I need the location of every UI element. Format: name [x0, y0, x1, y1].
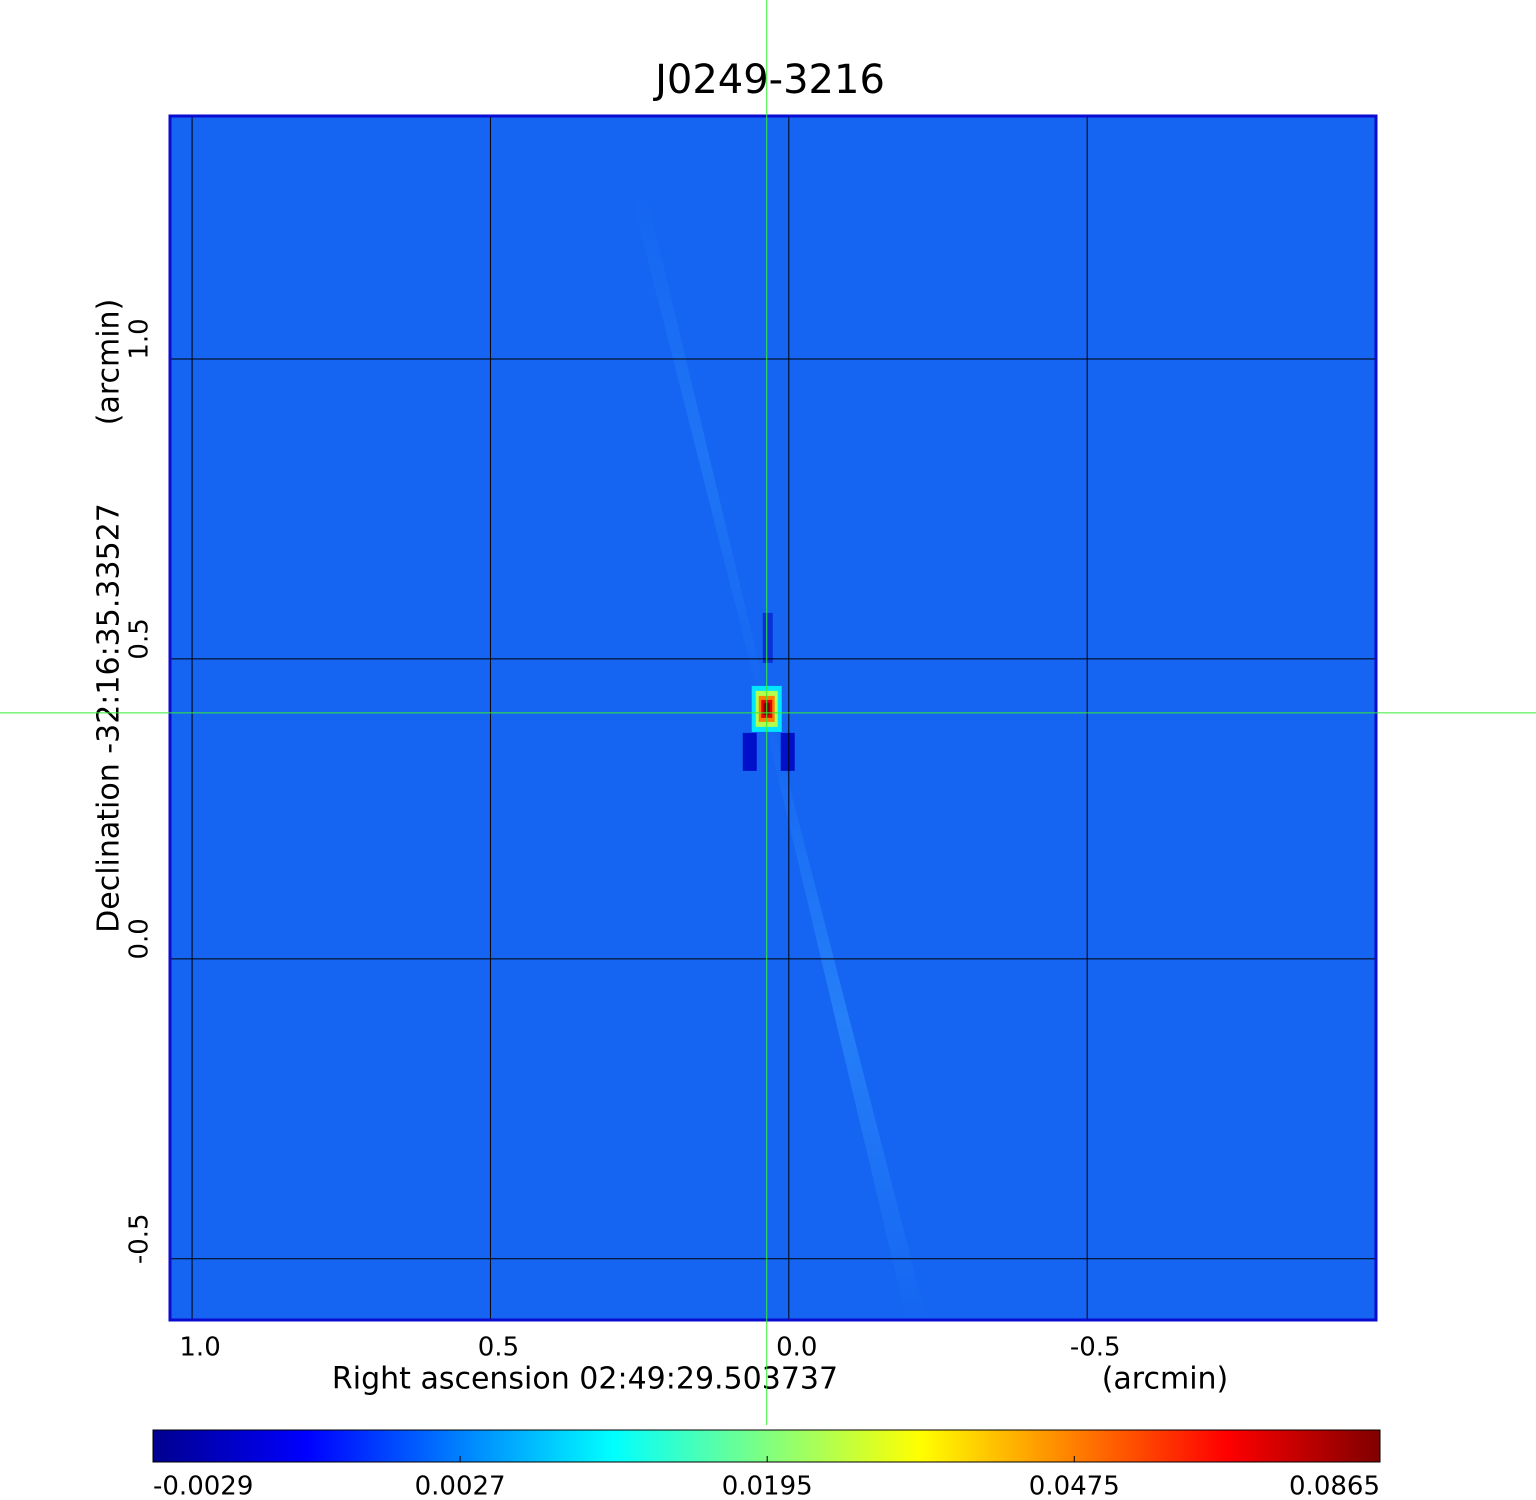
colorbar-tick-label: -0.0029 — [153, 1472, 253, 1500]
chart-title: J0249-3216 — [652, 57, 885, 103]
colorbar-tick-label: 0.0475 — [1029, 1472, 1120, 1500]
y-tick-label: 0.5 — [125, 618, 155, 659]
y-axis-unit: (arcmin) — [92, 299, 127, 426]
colorbar — [152, 1429, 1381, 1463]
x-tick-label: 0.5 — [478, 1333, 519, 1363]
y-tick-label: 1.0 — [125, 318, 155, 359]
negative-lobe — [780, 732, 795, 771]
x-axis-unit: (arcmin) — [1102, 1362, 1229, 1397]
x-tick-label: 0.0 — [776, 1333, 817, 1363]
sidelobe-streak — [762, 712, 927, 1320]
colorbar-tick-label: 0.0027 — [415, 1472, 506, 1500]
sidelobe-streak — [631, 196, 771, 713]
colorbar-tick-label: 0.0195 — [722, 1472, 813, 1500]
plot-frame — [168, 114, 1378, 1322]
y-axis-label: Declination -32:16:35.33527 — [92, 503, 127, 933]
negative-lobe — [742, 732, 757, 771]
y-tick-label: 0.0 — [125, 918, 155, 959]
x-axis-label: Right ascension 02:49:29.503737 — [332, 1362, 838, 1397]
x-tick-label: 1.0 — [179, 1333, 220, 1363]
colorbar-tick-label: 0.0865 — [1289, 1472, 1380, 1500]
x-tick-label: -0.5 — [1070, 1333, 1121, 1363]
negative-lobe — [762, 612, 773, 663]
y-tick-label: -0.5 — [125, 1213, 155, 1264]
